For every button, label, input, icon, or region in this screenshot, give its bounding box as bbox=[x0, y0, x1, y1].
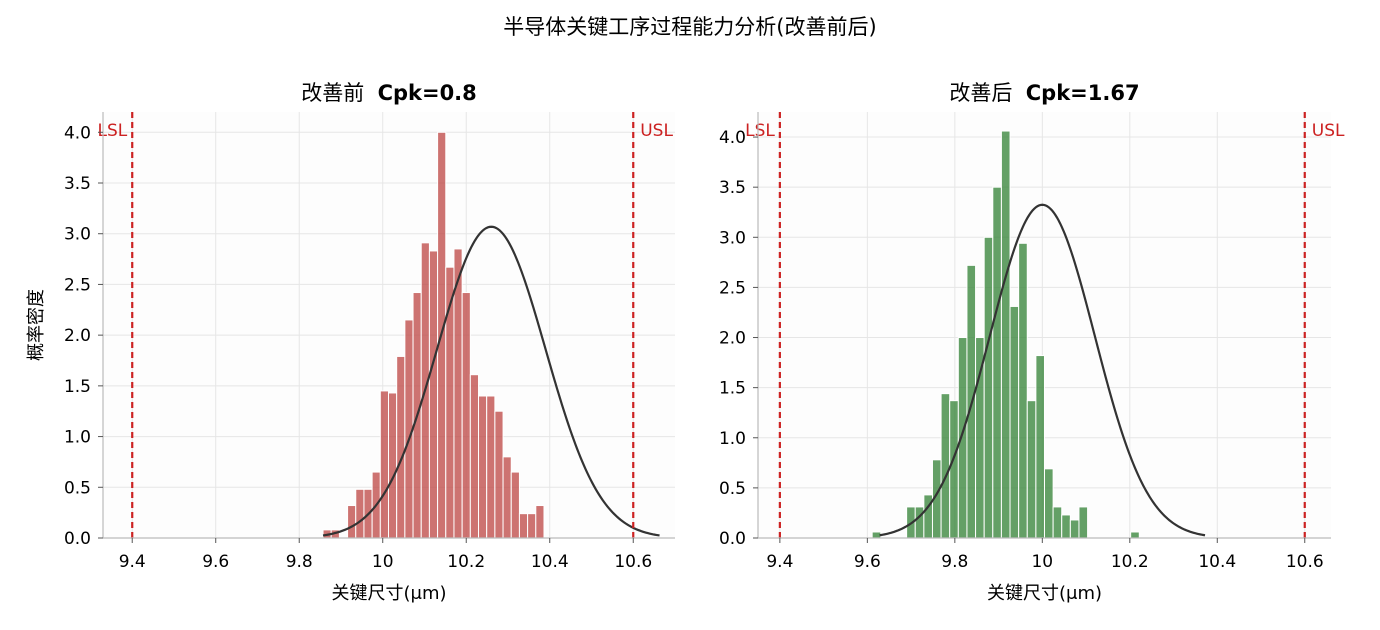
histogram-bar bbox=[949, 400, 959, 539]
histogram-bar bbox=[957, 337, 968, 539]
x-tick-label: 9.4 bbox=[766, 552, 793, 572]
x-axis-label: 关键尺寸(μm) bbox=[331, 583, 446, 604]
histogram-bar bbox=[1009, 305, 1020, 539]
histogram-bar bbox=[983, 236, 994, 539]
histogram-bar bbox=[396, 355, 406, 539]
y-tick-label: 1.0 bbox=[719, 429, 746, 449]
y-tick-label: 1.5 bbox=[64, 377, 91, 397]
x-tick-label: 10 bbox=[372, 552, 394, 572]
y-tick-label: 2.5 bbox=[64, 275, 91, 295]
histogram-bar bbox=[914, 506, 925, 539]
usl-label: USL bbox=[1312, 121, 1345, 141]
lsl-label: LSL bbox=[97, 121, 127, 141]
y-tick-label: 0.0 bbox=[719, 529, 746, 549]
histogram-bar bbox=[1078, 506, 1089, 539]
histogram-bar bbox=[975, 337, 985, 539]
histogram-bar bbox=[453, 248, 463, 539]
x-tick-label: 10.6 bbox=[614, 552, 652, 572]
histogram-bar bbox=[1044, 468, 1054, 539]
y-tick-label: 2.5 bbox=[719, 278, 746, 298]
chart-title-cpk: Cpk=1.67 bbox=[1026, 81, 1140, 105]
chart-title-prefix: 改善后 bbox=[949, 81, 1025, 105]
x-axis-label: 关键尺寸(μm) bbox=[987, 583, 1102, 604]
histogram-bar bbox=[355, 488, 365, 539]
histogram-bar bbox=[1052, 506, 1063, 539]
usl-label: USL bbox=[640, 121, 673, 141]
histogram-bar bbox=[510, 471, 520, 539]
histogram-bar bbox=[992, 186, 1002, 539]
histogram-bar bbox=[347, 505, 357, 539]
x-tick-label: 9.8 bbox=[286, 552, 313, 572]
histogram-bar bbox=[494, 410, 504, 539]
histogram-bar bbox=[1061, 514, 1071, 539]
histogram-bar bbox=[1069, 519, 1080, 539]
y-tick-label: 3.5 bbox=[64, 174, 91, 194]
histogram-bar bbox=[469, 374, 480, 539]
x-tick-label: 10.2 bbox=[447, 552, 485, 572]
histogram-bar bbox=[486, 395, 496, 539]
x-tick-label: 10 bbox=[1031, 552, 1053, 572]
x-tick-label: 10.4 bbox=[1198, 552, 1236, 572]
lsl-label: LSL bbox=[745, 121, 775, 141]
y-tick-label: 0.5 bbox=[719, 479, 746, 499]
y-tick-label: 0.5 bbox=[64, 478, 91, 498]
histogram-bar bbox=[478, 395, 488, 539]
histogram-bar bbox=[535, 505, 545, 539]
chart-title: 改善后 Cpk=1.67 bbox=[949, 81, 1139, 105]
chart-title: 改善前 Cpk=0.8 bbox=[301, 81, 477, 105]
chart-panel-before: LSL USL 9.4 9.6 9.8 10 10.2 10.4 10.6 0.0 0.5 1.0 1.… bbox=[26, 81, 675, 604]
histogram-bar bbox=[1018, 242, 1028, 539]
histogram-bar bbox=[502, 456, 512, 539]
x-tick-label: 10.6 bbox=[1286, 552, 1324, 572]
y-tick-label: 4.0 bbox=[719, 128, 746, 148]
x-tick-label: 10.4 bbox=[531, 552, 569, 572]
normal-fit-curve bbox=[879, 203, 1206, 537]
figure-suptitle: 半导体关键工序过程能力分析(改善前后) bbox=[503, 15, 876, 39]
x-tick-label: 9.4 bbox=[119, 552, 146, 572]
histogram-bar bbox=[1130, 531, 1140, 539]
y-tick-label: 0.0 bbox=[64, 529, 91, 549]
y-tick-label: 4.0 bbox=[64, 123, 91, 143]
histogram-bar bbox=[518, 513, 529, 539]
chart-panel-after: LSL USL 9.4 9.6 9.8 10 10.2 10.4 10.6 0.0 0.5 1.0 1.… bbox=[719, 81, 1345, 604]
y-tick-label: 3.0 bbox=[719, 228, 746, 248]
histogram-bar bbox=[1035, 355, 1046, 539]
y-tick-label: 2.0 bbox=[719, 329, 746, 349]
histogram-bar bbox=[940, 393, 951, 539]
histogram-bar bbox=[461, 292, 471, 539]
y-tick-label: 1.0 bbox=[64, 428, 91, 448]
histogram-bar bbox=[1000, 130, 1011, 539]
normal-fit-curve bbox=[322, 225, 660, 537]
y-tick-label: 1.5 bbox=[719, 379, 746, 399]
x-tick-label: 10.2 bbox=[1111, 552, 1149, 572]
y-axis-label: 概率密度 bbox=[26, 289, 47, 361]
x-tick-label: 9.6 bbox=[202, 552, 229, 572]
histogram-bar bbox=[527, 513, 537, 539]
chart-title-prefix: 改善前 bbox=[301, 81, 377, 105]
x-tick-label: 9.6 bbox=[854, 552, 881, 572]
histogram-bar bbox=[871, 531, 882, 539]
x-tick-label: 9.8 bbox=[941, 552, 968, 572]
histogram-bar bbox=[379, 390, 389, 539]
y-tick-label: 3.0 bbox=[64, 225, 91, 245]
y-tick-label: 2.0 bbox=[64, 326, 91, 346]
y-tick-label: 3.5 bbox=[719, 178, 746, 198]
histogram-bar bbox=[428, 250, 439, 539]
histogram-bar bbox=[387, 392, 398, 539]
histogram-bar bbox=[1026, 400, 1037, 539]
chart-title-cpk: Cpk=0.8 bbox=[378, 81, 477, 105]
